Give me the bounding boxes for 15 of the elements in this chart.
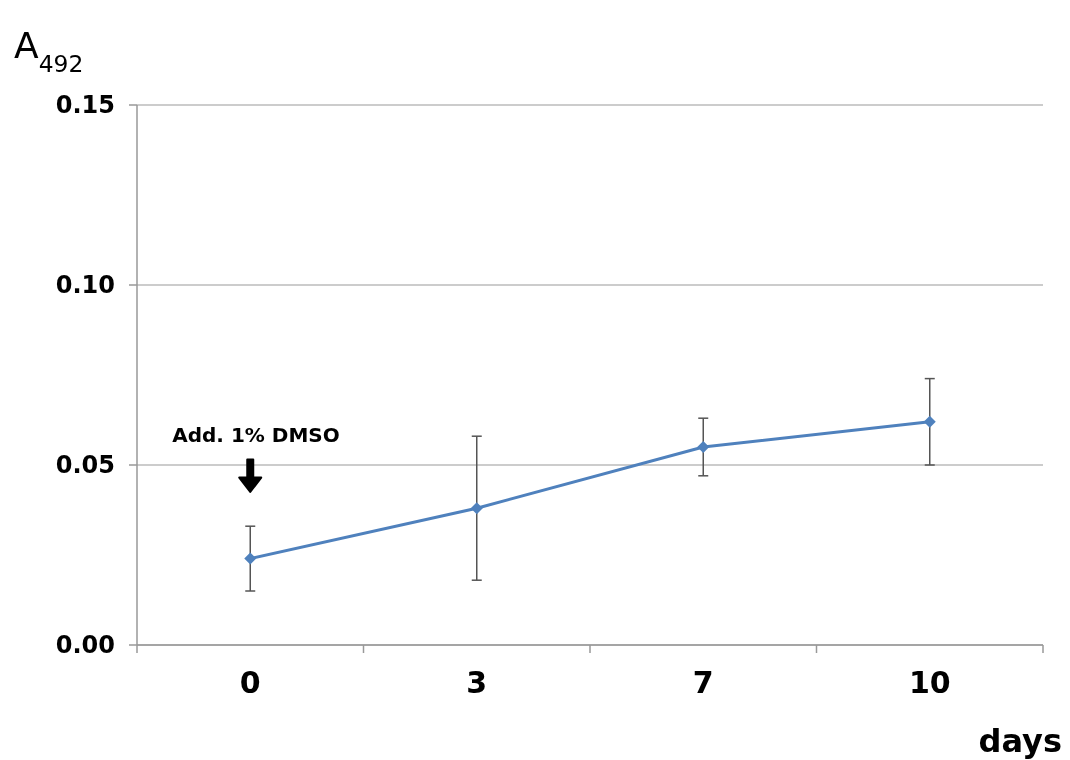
point	[697, 441, 710, 453]
x-tick-label: 7	[692, 665, 714, 700]
y-tick-label: 0.05	[55, 451, 115, 480]
y-tick-label: 0.15	[55, 91, 115, 120]
point	[923, 415, 936, 428]
y-tick-label: 0.00	[55, 631, 115, 660]
y-axis-title: A$_{492}$	[14, 25, 84, 78]
annotation: Add. 1% DMSO	[172, 422, 340, 447]
x-tick-label: 10	[908, 665, 951, 700]
point	[244, 552, 257, 565]
y-tick-label: 0.10	[55, 271, 115, 300]
point	[470, 502, 483, 515]
x-tick-label: 0	[239, 665, 261, 700]
x-tick-label: 3	[466, 665, 488, 700]
x-axis-title: days	[978, 722, 1062, 760]
